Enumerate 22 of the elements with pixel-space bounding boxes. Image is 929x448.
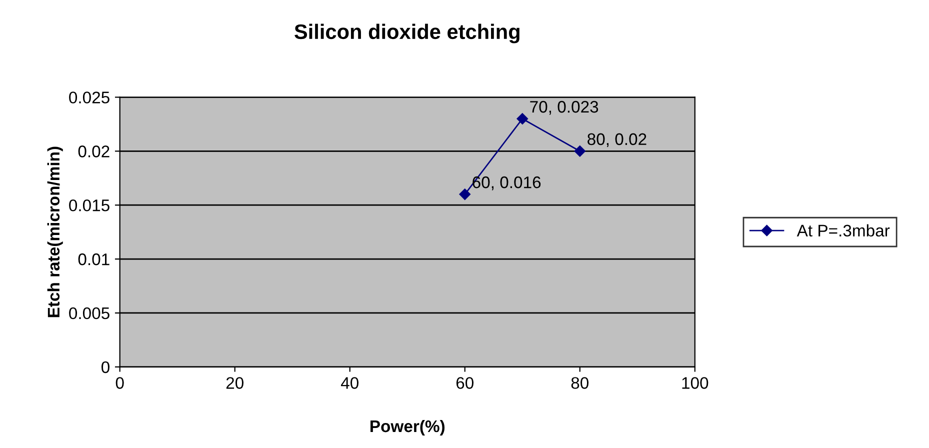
data-label: 80, 0.02 <box>588 133 646 148</box>
data-label: 60, 0.016 <box>472 176 541 190</box>
x-tick-label: 80 <box>571 377 588 389</box>
point <box>574 146 586 157</box>
y-tick-label: 0.015 <box>69 199 110 212</box>
chart-title: Silicon dioxide etching <box>294 24 520 44</box>
y-tick-label: 0 <box>102 361 110 374</box>
y-tick-label: 0.005 <box>69 307 110 320</box>
x-tick-label: 20 <box>226 377 244 389</box>
x-axis-title: Power(%) <box>370 420 445 436</box>
point <box>459 188 470 200</box>
y-tick-label: 0.025 <box>69 92 110 104</box>
x-tick-label: 60 <box>456 377 474 389</box>
x-tick-label: 100 <box>682 377 708 389</box>
y-tick-label: 0.02 <box>78 146 110 158</box>
x-tick-label: 40 <box>340 377 358 389</box>
point <box>516 113 528 124</box>
legend-label: At P=.3mbar <box>796 224 890 237</box>
y-axis-title: Etch rate(micron/min) <box>47 146 63 318</box>
y-tick-label: 0.01 <box>78 253 110 266</box>
x-tick-label: 0 <box>116 377 124 389</box>
data-label: 70, 0.023 <box>530 100 598 115</box>
